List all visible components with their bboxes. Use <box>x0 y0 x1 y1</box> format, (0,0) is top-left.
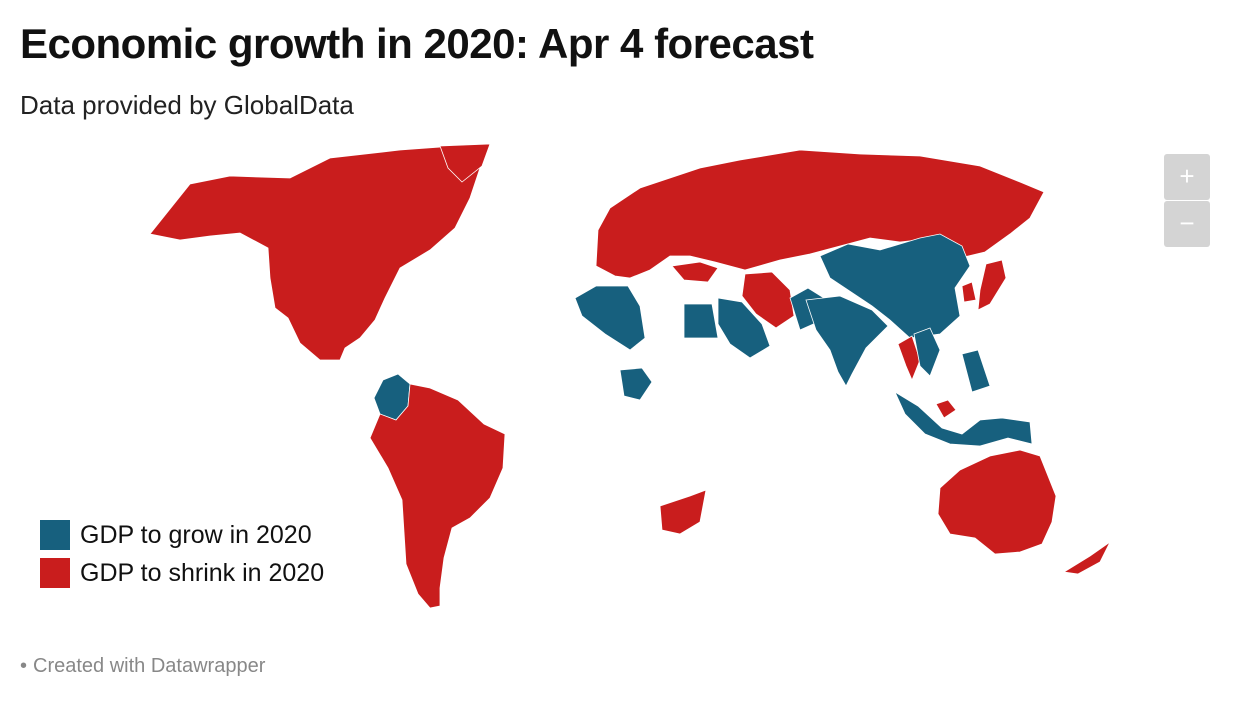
legend-item-grow: GDP to grow in 2020 <box>40 520 324 550</box>
region-new-zealand[interactable]: New Zealand <box>1062 541 1111 575</box>
footer-bullet: • <box>20 655 28 677</box>
legend: GDP to grow in 2020 GDP to shrink in 202… <box>40 520 324 596</box>
legend-label-shrink: GDP to shrink in 2020 <box>80 558 325 587</box>
zoom-out-button[interactable]: − <box>1164 201 1210 247</box>
legend-swatch-grow <box>40 520 70 550</box>
region-china[interactable]: China <box>819 233 971 339</box>
region-greenland[interactable]: Greenland <box>439 143 491 183</box>
region-egypt[interactable]: Egypt <box>683 303 719 339</box>
region-australia[interactable]: Australia <box>937 449 1057 555</box>
zoom-in-button[interactable]: + <box>1164 154 1210 200</box>
region-thailand[interactable]: Thailand <box>897 335 921 382</box>
region-india[interactable]: India <box>805 295 889 387</box>
region-north-america[interactable]: North America <box>149 143 491 361</box>
region-turkey[interactable]: Turkey <box>671 261 719 283</box>
region-europe-and-russia[interactable]: Europe and Russia <box>595 149 1045 279</box>
map-title: Economic growth in 2020: Apr 4 forecast <box>20 20 814 67</box>
legend-swatch-shrink <box>40 558 70 588</box>
region-saudi-arabia[interactable]: Saudi Arabia <box>717 297 771 359</box>
legend-item-shrink: GDP to shrink in 2020 <box>40 558 324 588</box>
map-subtitle: Data provided by GlobalData <box>20 90 354 120</box>
legend-label-grow: GDP to grow in 2020 <box>80 520 312 549</box>
footer-credit: • Created with Datawrapper <box>20 655 265 678</box>
region-japan[interactable]: Japan <box>977 259 1007 311</box>
region-iran[interactable]: Iran <box>741 271 795 329</box>
world-map[interactable]: North AmericaGreenlandColombiaSouth Amer… <box>0 138 1240 618</box>
region-malaysia[interactable]: Malaysia <box>935 399 957 419</box>
region-south-korea[interactable]: South Korea <box>961 281 977 303</box>
region-south-africa[interactable]: South Africa <box>659 489 707 535</box>
region-vietnam[interactable]: Vietnam <box>913 327 941 377</box>
footer-credit-text: Created with Datawrapper <box>33 655 266 677</box>
region-indonesia[interactable]: Indonesia <box>894 390 1033 447</box>
region-nigeria[interactable]: Nigeria <box>619 367 653 401</box>
region-algeria[interactable]: Algeria <box>574 285 646 351</box>
region-south-america[interactable]: South America <box>369 383 506 609</box>
region-philippines[interactable]: Philippines <box>961 349 991 393</box>
